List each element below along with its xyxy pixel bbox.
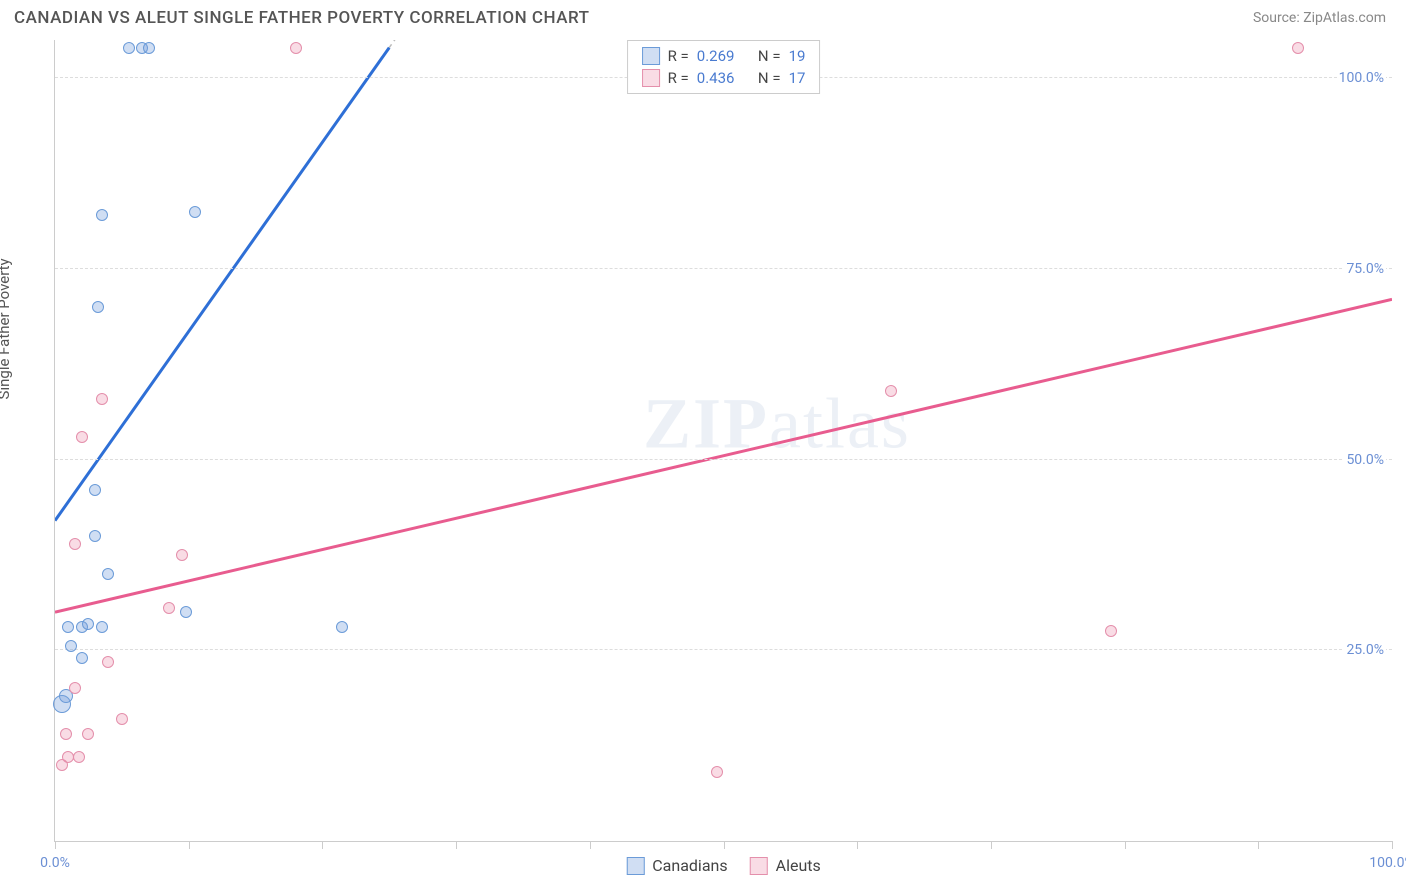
y-tick-label: 50.0% — [1344, 452, 1386, 468]
r-value-aleuts: 0.436 — [697, 69, 735, 87]
x-tick — [456, 841, 457, 849]
n-label: N = — [758, 47, 781, 65]
x-tick-label: 100.0% — [1369, 855, 1406, 871]
header: CANADIAN VS ALEUT SINGLE FATHER POVERTY … — [0, 0, 1406, 32]
legend-row-aleuts: R = 0.436 N = 17 — [642, 67, 806, 89]
legend-row-canadians: R = 0.269 N = 19 — [642, 45, 806, 67]
data-point — [123, 42, 135, 54]
data-point — [76, 431, 88, 443]
source-credit: Source: ZipAtlas.com — [1253, 10, 1386, 26]
n-label: N = — [758, 69, 781, 87]
r-label: R = — [668, 69, 689, 87]
x-tick — [590, 841, 591, 849]
y-axis-label: Single Father Poverty — [0, 258, 13, 399]
x-tick — [1392, 841, 1393, 849]
data-point — [92, 301, 104, 313]
gridline — [55, 649, 1392, 650]
data-point — [1105, 625, 1117, 637]
x-tick — [724, 841, 725, 849]
gridline — [55, 268, 1392, 269]
data-point — [102, 568, 114, 580]
data-point — [96, 209, 108, 221]
data-point — [62, 621, 74, 633]
chart-title: CANADIAN VS ALEUT SINGLE FATHER POVERTY … — [14, 8, 589, 28]
gridline — [55, 459, 1392, 460]
x-tick — [1258, 841, 1259, 849]
swatch-aleuts-bottom — [750, 857, 768, 875]
watermark: ZIPatlas — [643, 383, 911, 466]
legend-label-aleuts: Aleuts — [776, 856, 821, 875]
n-value-aleuts: 17 — [789, 69, 806, 87]
x-tick — [55, 841, 56, 849]
y-tick-label: 25.0% — [1344, 642, 1386, 658]
data-point — [96, 393, 108, 405]
r-value-canadians: 0.269 — [697, 47, 735, 65]
x-tick — [991, 841, 992, 849]
x-tick — [189, 841, 190, 849]
swatch-aleuts — [642, 69, 660, 87]
x-tick — [857, 841, 858, 849]
swatch-canadians-bottom — [626, 857, 644, 875]
r-label: R = — [668, 47, 689, 65]
data-point — [189, 206, 201, 218]
data-point — [336, 621, 348, 633]
data-point — [116, 713, 128, 725]
legend-label-canadians: Canadians — [652, 856, 727, 875]
data-point — [82, 618, 94, 630]
correlation-legend: R = 0.269 N = 19 R = 0.436 N = 17 — [627, 40, 821, 94]
data-point — [60, 728, 72, 740]
data-point — [290, 42, 302, 54]
data-point — [1292, 42, 1304, 54]
data-point — [73, 751, 85, 763]
x-tick-label: 0.0% — [40, 855, 70, 871]
data-point — [82, 728, 94, 740]
data-point — [143, 42, 155, 54]
plot-area: ZIPatlas R = 0.269 N = 19 R = 0.436 N = … — [54, 40, 1392, 842]
data-point — [180, 606, 192, 618]
legend-item-aleuts: Aleuts — [750, 856, 821, 875]
watermark-zip: ZIP — [643, 384, 769, 464]
data-point — [102, 656, 114, 668]
data-point — [885, 385, 897, 397]
data-point — [65, 640, 77, 652]
data-point — [69, 538, 81, 550]
trend-lines — [55, 40, 1392, 841]
y-tick-label: 75.0% — [1344, 261, 1386, 277]
n-value-canadians: 19 — [789, 47, 806, 65]
x-tick — [1125, 841, 1126, 849]
data-point — [96, 621, 108, 633]
data-point — [711, 766, 723, 778]
data-point — [69, 682, 81, 694]
x-tick — [322, 841, 323, 849]
data-point — [176, 549, 188, 561]
data-point — [89, 484, 101, 496]
swatch-canadians — [642, 47, 660, 65]
y-tick-label: 100.0% — [1337, 70, 1386, 86]
series-legend: Canadians Aleuts — [626, 856, 821, 875]
legend-item-canadians: Canadians — [626, 856, 727, 875]
data-point — [76, 652, 88, 664]
data-point — [89, 530, 101, 542]
data-point — [163, 602, 175, 614]
chart-container: Single Father Poverty ZIPatlas R = 0.269… — [14, 40, 1392, 882]
